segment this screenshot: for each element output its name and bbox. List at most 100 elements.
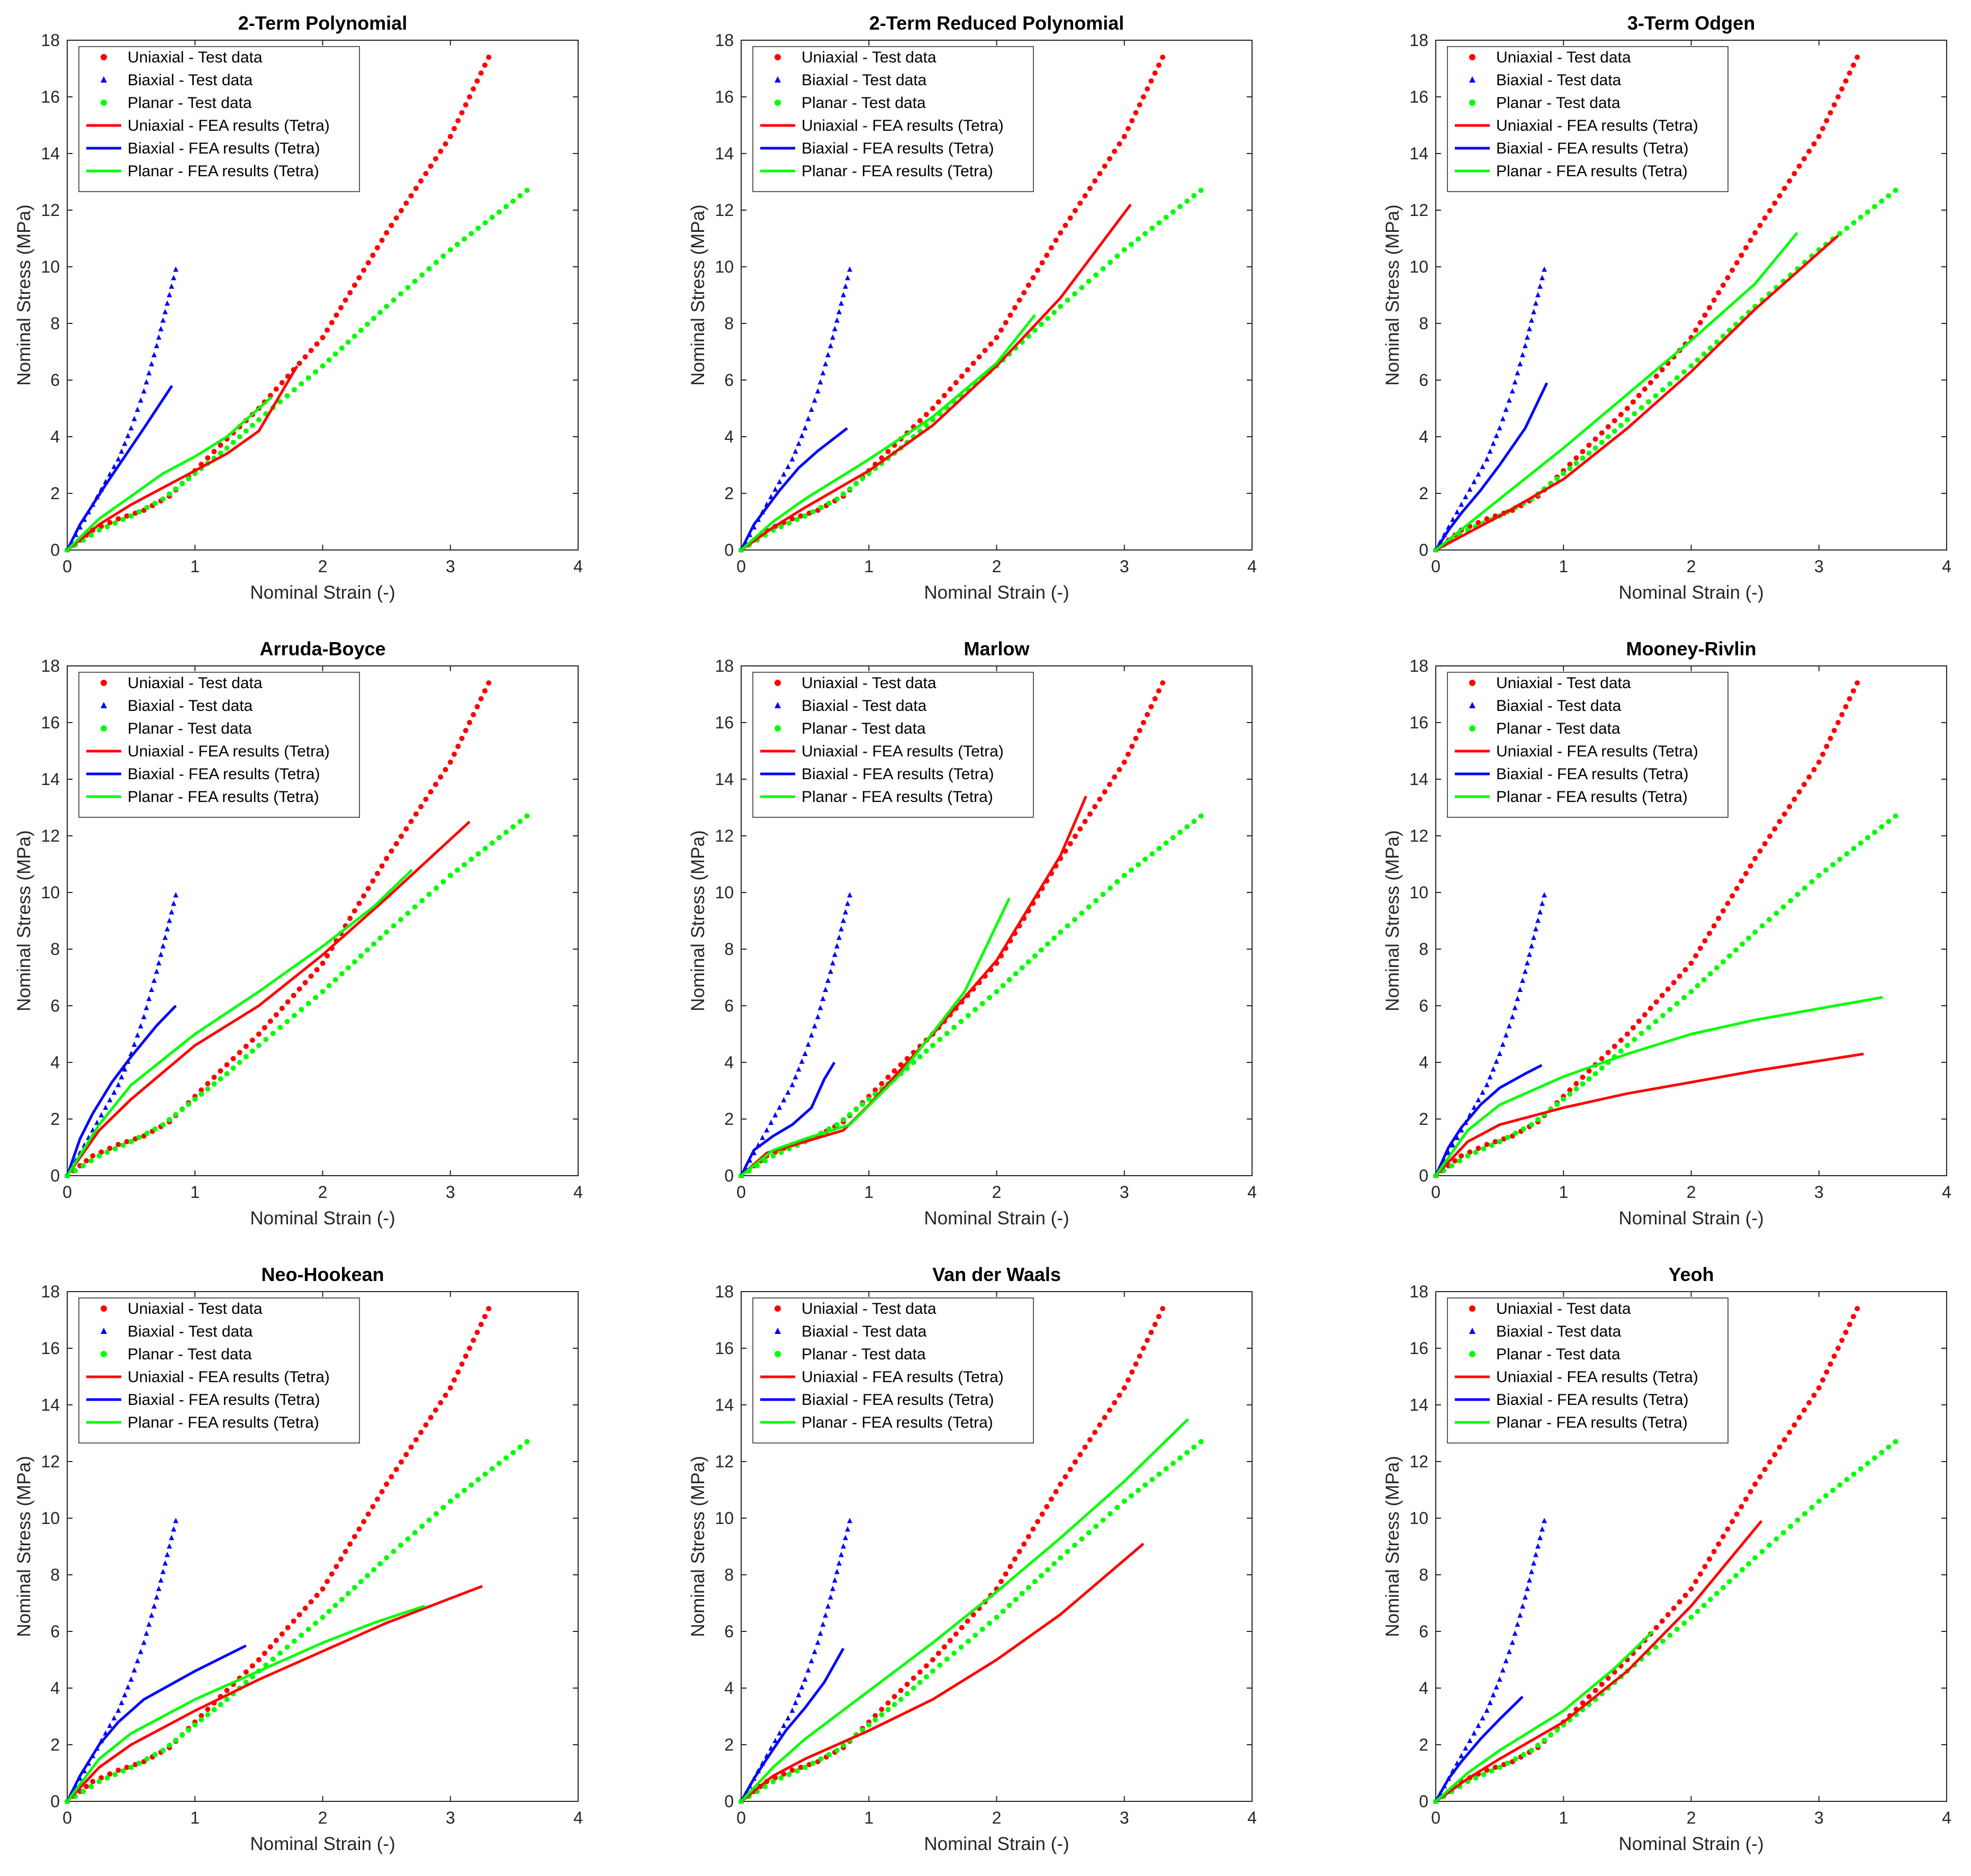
marker-planar-test-data [1156, 220, 1162, 226]
marker-planar-test-data [1170, 209, 1176, 215]
marker-biaxial-test-data [793, 1074, 798, 1080]
marker-uniaxial-test-data [1850, 1314, 1856, 1320]
x-tick-label: 2 [318, 1183, 328, 1202]
legend-label: Planar - FEA results (Tetra) [802, 163, 993, 180]
marker-planar-test-data [937, 1036, 943, 1042]
marker-planar-test-data [120, 517, 126, 522]
legend-label: Uniaxial - FEA results (Tetra) [128, 117, 330, 134]
marker-uniaxial-test-data [1003, 320, 1009, 326]
marker-uniaxial-test-data [1077, 200, 1083, 206]
marker-uniaxial-test-data [347, 915, 353, 921]
marker-planar-test-data [313, 369, 319, 375]
marker-uniaxial-test-data [361, 1519, 367, 1525]
marker-biaxial-test-data [820, 370, 826, 376]
marker-biaxial-test-data [1493, 432, 1499, 438]
marker-biaxial-test-data [143, 1630, 149, 1636]
marker-planar-test-data [284, 393, 290, 399]
marker-uniaxial-test-data [1599, 1056, 1605, 1061]
marker-planar-test-data [1802, 1511, 1807, 1517]
marker-biaxial-test-data [845, 1526, 851, 1532]
marker-planar-test-data [1752, 929, 1758, 935]
legend-triangle-icon [1469, 1328, 1475, 1334]
marker-planar-test-data [1707, 1597, 1713, 1602]
marker-uniaxial-test-data [1757, 1474, 1763, 1480]
legend-triangle-icon [775, 76, 781, 83]
marker-planar-test-data [144, 1756, 150, 1762]
marker-biaxial-test-data [812, 1648, 817, 1654]
legend-item: Uniaxial - Test data [1469, 674, 1631, 692]
marker-planar-test-data [1774, 910, 1779, 916]
marker-planar-test-data [1481, 1772, 1487, 1778]
chart-title: Arruda-Boyce [259, 638, 385, 660]
marker-biaxial-test-data [789, 1081, 795, 1087]
legend-item: Planar - FEA results (Tetra) [760, 788, 993, 806]
series-line-planar-fea-results-tetra [740, 897, 1011, 1177]
y-tick-label: 8 [50, 1565, 60, 1584]
marker-uniaxial-test-data [941, 393, 947, 399]
marker-uniaxial-test-data [953, 380, 959, 385]
marker-uniaxial-test-data [798, 513, 804, 519]
marker-uniaxial-test-data [455, 1369, 461, 1375]
legend-label: Uniaxial - Test data [1496, 674, 1631, 692]
marker-uniaxial-test-data [320, 960, 326, 966]
marker-uniaxial-test-data [923, 412, 929, 418]
marker-biaxial-test-data [1540, 900, 1545, 906]
marker-biaxial-test-data [827, 968, 833, 974]
y-tick-label: 14 [715, 1395, 734, 1414]
marker-planar-test-data [358, 953, 364, 959]
marker-uniaxial-test-data [930, 405, 935, 411]
marker-planar-test-data [944, 1656, 950, 1662]
marker-biaxial-test-data [799, 1684, 805, 1690]
marker-uniaxial-test-data [1592, 1688, 1598, 1693]
marker-planar-test-data [358, 327, 364, 333]
marker-planar-test-data [358, 1579, 364, 1584]
marker-planar-test-data [841, 1743, 846, 1748]
marker-planar-test-data [144, 1130, 150, 1136]
marker-planar-test-data [447, 872, 453, 878]
marker-planar-test-data [291, 1638, 297, 1644]
marker-uniaxial-test-data [408, 193, 414, 199]
marker-uniaxial-test-data [459, 735, 465, 741]
marker-uniaxial-test-data [423, 170, 429, 176]
marker-planar-test-data [1045, 315, 1050, 321]
marker-uniaxial-test-data [443, 1392, 448, 1398]
marker-biaxial-test-data [847, 266, 853, 272]
marker-uniaxial-test-data [1092, 1429, 1098, 1435]
marker-uniaxial-test-data [365, 260, 371, 266]
legend-label: Planar - Test data [128, 1346, 252, 1363]
marker-biaxial-test-data [141, 1639, 147, 1645]
marker-biaxial-test-data [115, 1081, 121, 1087]
marker-uniaxial-test-data [413, 1437, 419, 1442]
marker-biaxial-test-data [768, 1120, 774, 1125]
marker-uniaxial-test-data [965, 1618, 970, 1624]
marker-uniaxial-test-data [1772, 826, 1778, 832]
marker-planar-test-data [462, 862, 467, 868]
marker-planar-test-data [872, 1717, 878, 1722]
y-tick-label: 4 [724, 1679, 734, 1698]
marker-uniaxial-test-data [1035, 1519, 1041, 1525]
marker-biaxial-test-data [785, 464, 791, 470]
marker-uniaxial-test-data [379, 863, 385, 869]
series-line-planar-fea-results-tetra [740, 1418, 1190, 1802]
marker-planar-test-data [1865, 209, 1870, 215]
marker-planar-test-data [447, 1498, 453, 1504]
marker-biaxial-test-data [143, 379, 149, 385]
x-tick-label: 2 [992, 557, 1002, 576]
legend-dot-icon [101, 725, 107, 732]
legend-item: Uniaxial - FEA results (Tetra) [1455, 1368, 1698, 1386]
marker-planar-test-data [1006, 1602, 1012, 1608]
marker-planar-test-data [778, 1775, 784, 1781]
marker-uniaxial-test-data [296, 360, 302, 366]
marker-uniaxial-test-data [486, 55, 492, 60]
series-line-biaxial-fea-results-tetra [1434, 382, 1549, 551]
marker-planar-test-data [1667, 1633, 1673, 1638]
marker-uniaxial-test-data [1642, 1012, 1648, 1018]
marker-planar-test-data [1653, 1018, 1659, 1024]
marker-biaxial-test-data [820, 996, 826, 1002]
marker-biaxial-test-data [805, 1041, 811, 1047]
legend-label: Uniaxial - FEA results (Tetra) [1496, 743, 1698, 760]
x-tick-label: 3 [1120, 557, 1129, 576]
marker-planar-test-data [1177, 1455, 1183, 1461]
